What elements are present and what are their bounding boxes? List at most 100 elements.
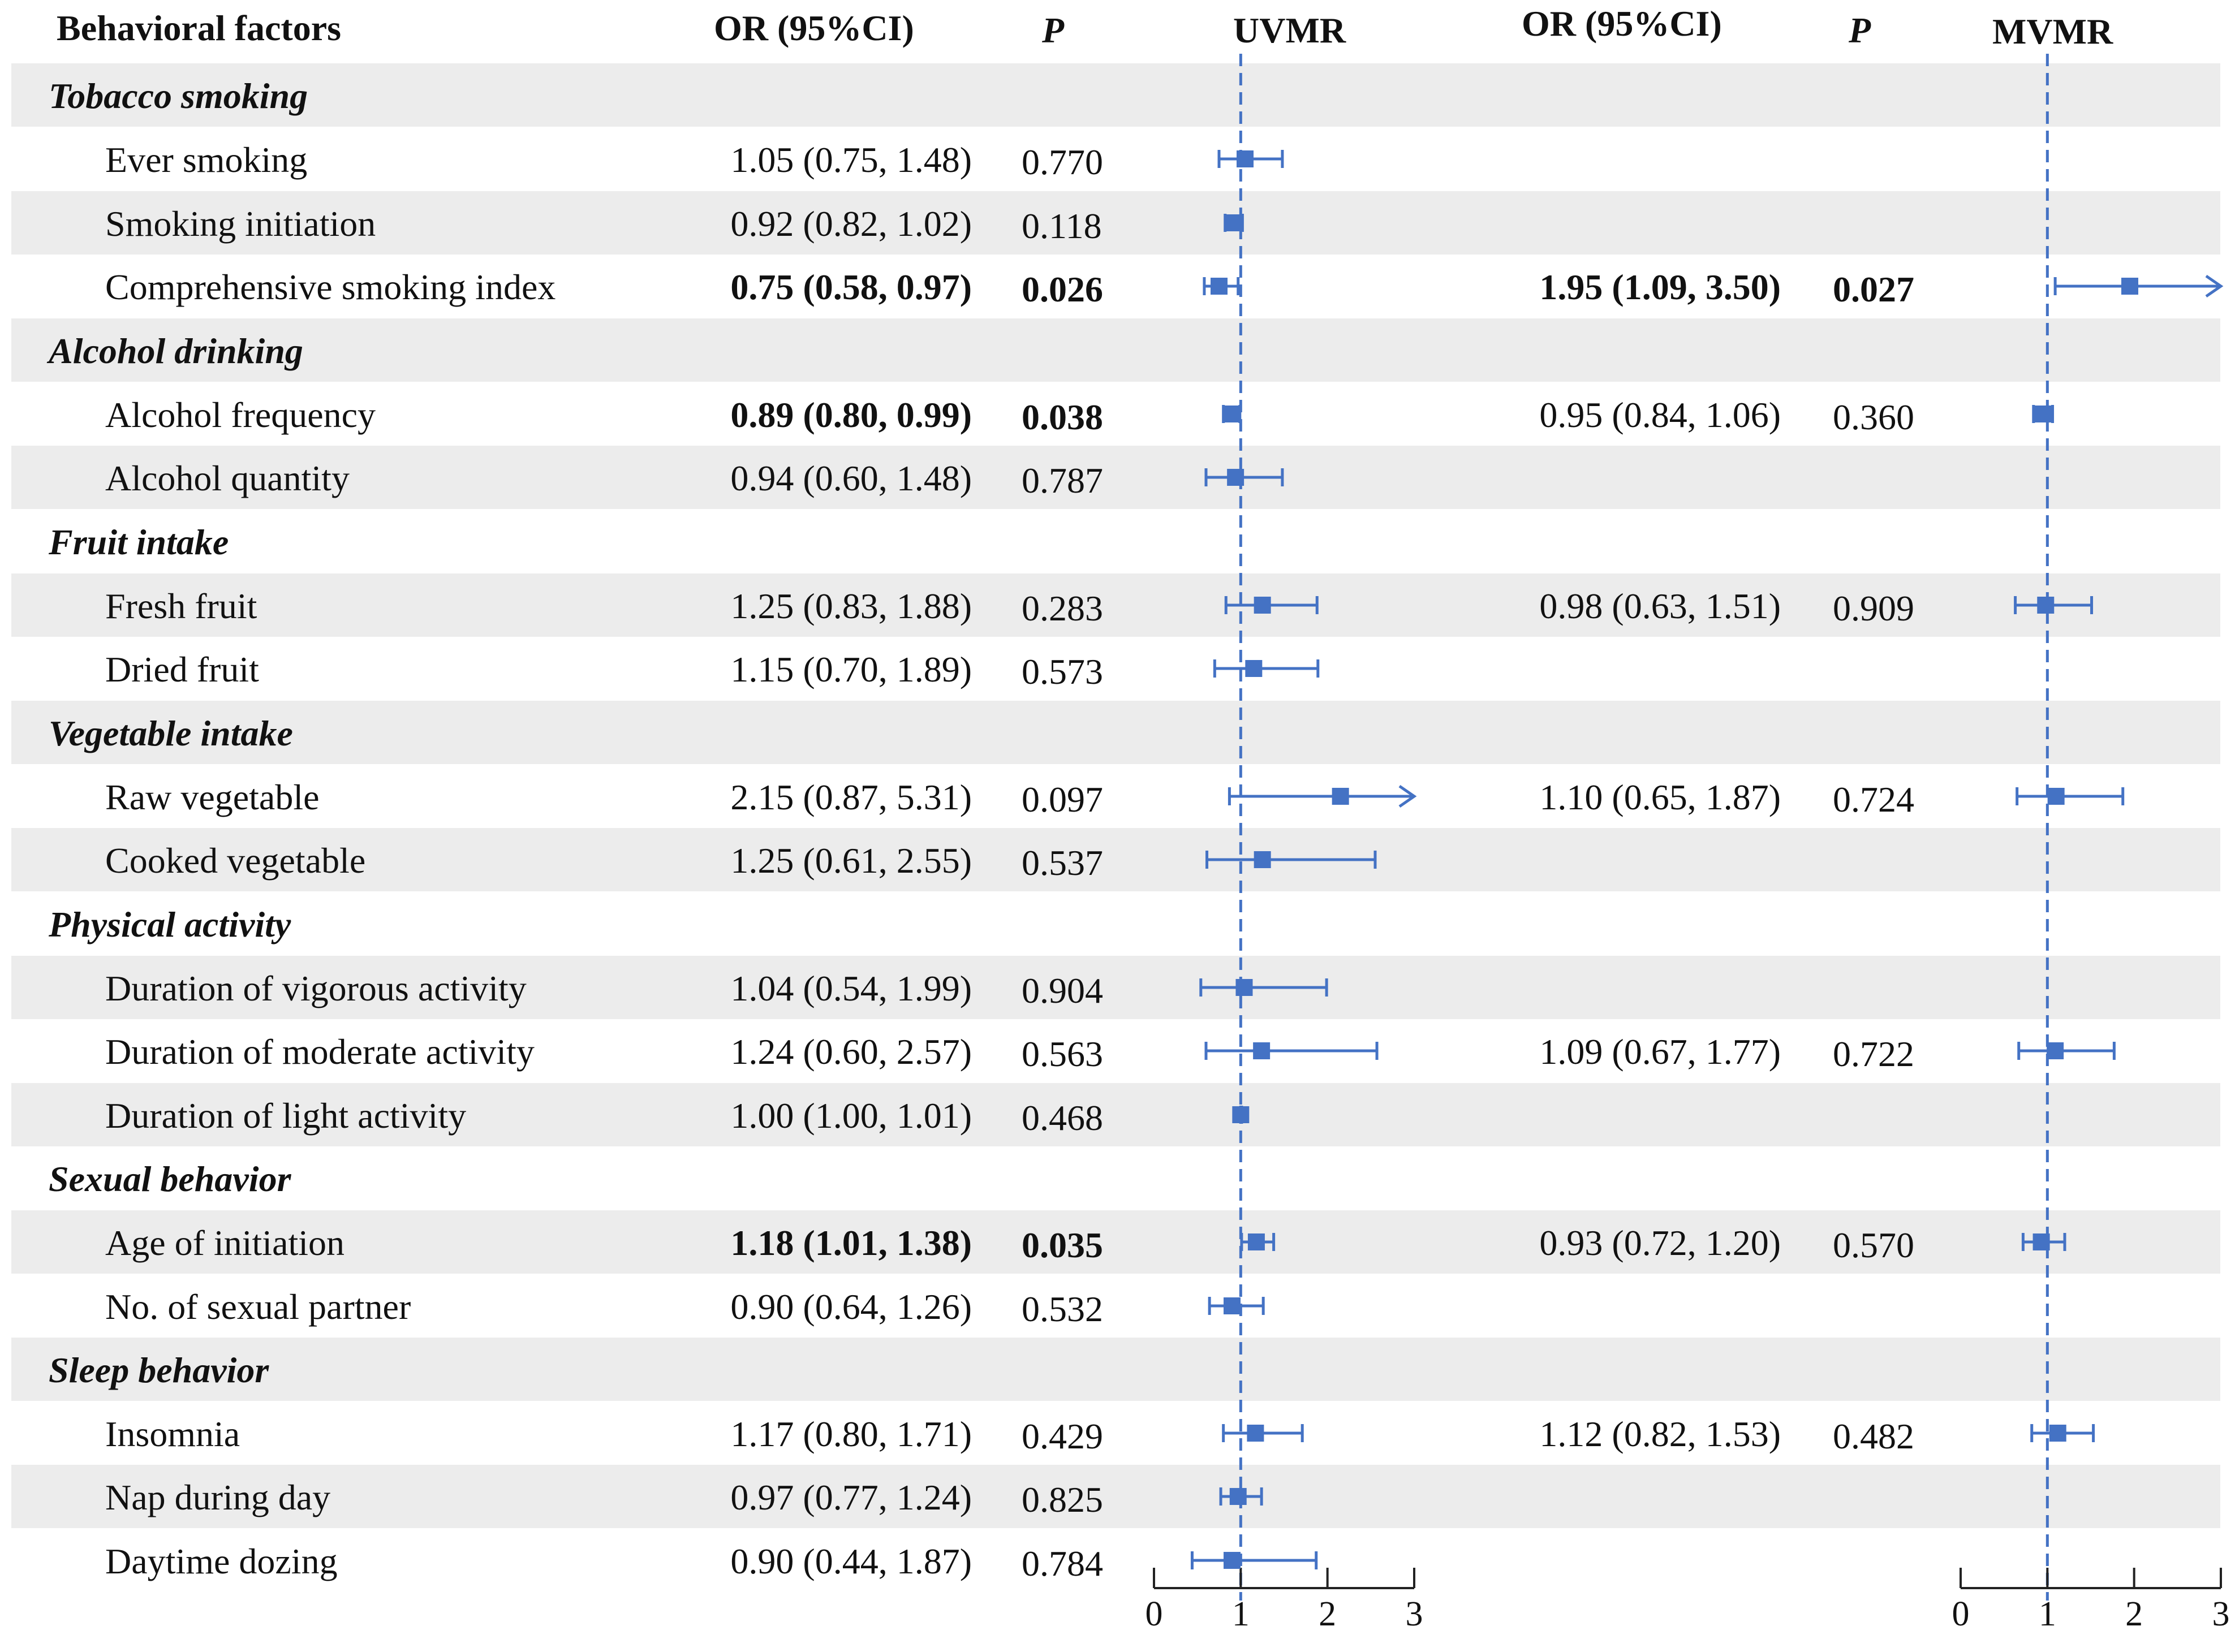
factor-label: Alcohol frequency — [105, 395, 376, 435]
mvmr-p-value: 0.909 — [1833, 588, 1914, 628]
uvmr-or-ci: 0.97 (0.77, 1.24) — [730, 1477, 972, 1517]
uvmr-p-value: 0.825 — [1022, 1480, 1103, 1520]
header-factor: Behavioral factors — [57, 8, 341, 48]
or-point — [2037, 597, 2055, 614]
mvmr-or-ci: 1.10 (0.65, 1.87) — [1539, 777, 1781, 817]
uvmr-p-value: 0.573 — [1022, 652, 1103, 692]
or-point — [1245, 660, 1263, 677]
mvmr-p-value: 0.724 — [1833, 779, 1914, 819]
or-point — [1232, 1106, 1250, 1123]
mvmr-or-ci: 1.12 (0.82, 1.53) — [1539, 1414, 1781, 1454]
uvmr-p-value: 0.537 — [1022, 843, 1103, 883]
row-band — [11, 63, 2220, 127]
row-band — [11, 1465, 2220, 1528]
row-band — [11, 1083, 2220, 1146]
mvmr-p-value: 0.482 — [1833, 1416, 1914, 1456]
mvmr-or-ci: 0.95 (0.84, 1.06) — [1539, 395, 1781, 435]
mvmr-or-ci: 0.98 (0.63, 1.51) — [1539, 586, 1781, 626]
uvmr-p-value: 0.563 — [1022, 1034, 1103, 1074]
category-label: Physical activity — [49, 904, 291, 944]
factor-label: Age of initiation — [105, 1223, 345, 1263]
category-label: Vegetable intake — [49, 713, 293, 753]
uvmr-p-value: 0.283 — [1022, 588, 1103, 628]
uvmr-p-value: 0.038 — [1022, 397, 1103, 437]
factor-label: Alcohol quantity — [105, 458, 350, 498]
or-point — [1235, 979, 1253, 996]
uvmr-p-value: 0.904 — [1022, 971, 1103, 1011]
category-label: Tobacco smoking — [49, 76, 308, 116]
or-point — [1253, 1042, 1271, 1059]
uvmr-p-value: 0.468 — [1022, 1098, 1103, 1138]
or-point — [2047, 1042, 2064, 1059]
uvmr-or-ci: 0.90 (0.44, 1.87) — [730, 1541, 972, 1581]
or-point — [1225, 214, 1243, 231]
uvmr-or-ci: 0.94 (0.60, 1.48) — [730, 458, 972, 498]
uvmr-or-ci: 2.15 (0.87, 5.31) — [730, 777, 972, 817]
or-point — [1224, 1297, 1241, 1314]
row-band — [11, 701, 2220, 764]
or-point — [1254, 597, 1271, 614]
or-point — [2032, 1233, 2050, 1250]
or-point — [1229, 1488, 1247, 1505]
factor-label: Dried fruit — [105, 649, 259, 689]
uvmr-or-ci: 0.89 (0.80, 0.99) — [730, 395, 972, 435]
uvmr-p-value: 0.787 — [1022, 460, 1103, 501]
factor-label: Ever smoking — [105, 140, 308, 180]
uvmr-or-ci: 0.75 (0.58, 0.97) — [730, 267, 972, 307]
factor-label: Cooked vegetable — [105, 840, 366, 881]
x-tick-label: 0 — [1952, 1595, 1970, 1633]
or-point — [1247, 1425, 1264, 1442]
mvmr-p-value: 0.360 — [1833, 397, 1914, 437]
x-tick-label: 1 — [2039, 1595, 2056, 1633]
uvmr-or-ci: 1.00 (1.00, 1.01) — [730, 1095, 972, 1136]
or-point — [1254, 851, 1271, 868]
factor-label: Duration of vigorous activity — [105, 968, 527, 1008]
factor-label: Duration of light activity — [105, 1095, 467, 1136]
uvmr-or-ci: 1.25 (0.83, 1.88) — [730, 586, 972, 626]
mvmr-p-value: 0.570 — [1833, 1225, 1914, 1265]
uvmr-or-ci: 1.18 (1.01, 1.38) — [730, 1223, 972, 1263]
row-band — [11, 828, 2220, 891]
uvmr-p-value: 0.770 — [1022, 142, 1103, 182]
or-point — [2047, 788, 2065, 805]
factor-label: Duration of moderate activity — [105, 1032, 535, 1072]
or-point — [2034, 406, 2052, 422]
or-point — [2049, 1425, 2066, 1442]
ci-arrow — [2205, 274, 2224, 298]
category-label: Sleep behavior — [49, 1350, 269, 1390]
row-band — [11, 1210, 2220, 1274]
x-tick-label: 3 — [2212, 1595, 2230, 1633]
uvmr-or-ci: 0.92 (0.82, 1.02) — [730, 204, 972, 244]
mvmr-or-ci: 1.09 (0.67, 1.77) — [1539, 1032, 1781, 1072]
factor-label: Comprehensive smoking index — [105, 267, 556, 307]
factor-label: Raw vegetable — [105, 777, 320, 817]
x-tick-label: 0 — [1146, 1595, 1163, 1633]
uvmr-p-value: 0.784 — [1022, 1543, 1103, 1584]
x-tick-label: 2 — [1319, 1595, 1336, 1633]
header-p-mvmr: P — [1849, 10, 1871, 50]
x-tick-label: 1 — [1232, 1595, 1250, 1633]
row-band — [11, 446, 2220, 509]
uvmr-or-ci: 1.15 (0.70, 1.89) — [730, 649, 972, 689]
row-band — [11, 1338, 2220, 1401]
factor-label: No. of sexual partner — [105, 1287, 411, 1327]
row-band — [11, 191, 2220, 255]
factor-label: Daytime dozing — [105, 1541, 338, 1581]
or-point — [1211, 278, 1228, 295]
mvmr-p-value: 0.027 — [1833, 269, 1914, 309]
uvmr-or-ci: 1.04 (0.54, 1.99) — [730, 968, 972, 1008]
or-point — [1237, 150, 1254, 167]
factor-label: Insomnia — [105, 1414, 240, 1454]
row-band — [11, 318, 2220, 382]
uvmr-or-ci: 1.05 (0.75, 1.48) — [730, 140, 972, 180]
mvmr-p-value: 0.722 — [1833, 1034, 1914, 1074]
factor-label: Nap during day — [105, 1477, 331, 1517]
header-mvmr: MVMR — [1992, 11, 2113, 51]
factor-label: Smoking initiation — [105, 204, 376, 244]
factor-label: Fresh fruit — [105, 586, 257, 626]
uvmr-or-ci: 1.17 (0.80, 1.71) — [730, 1414, 972, 1454]
mvmr-or-ci: 0.93 (0.72, 1.20) — [1539, 1223, 1781, 1263]
mvmr-or-ci: 1.95 (1.09, 3.50) — [1539, 267, 1781, 307]
